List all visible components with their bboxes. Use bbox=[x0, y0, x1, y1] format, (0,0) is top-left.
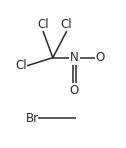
Text: O: O bbox=[70, 84, 79, 97]
Text: Cl: Cl bbox=[37, 18, 49, 31]
Text: Cl: Cl bbox=[61, 18, 72, 31]
Text: O: O bbox=[96, 51, 105, 64]
Text: Br: Br bbox=[25, 112, 39, 125]
Text: N: N bbox=[70, 51, 79, 64]
Text: Cl: Cl bbox=[16, 59, 27, 72]
